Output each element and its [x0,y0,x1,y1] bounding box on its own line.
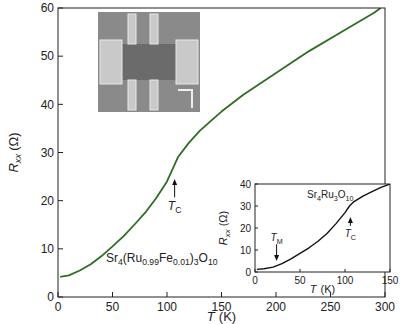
formula-part: (Ru [123,251,142,265]
subscript: 0.99 [142,257,159,267]
x-axis-label: T(K) [310,283,335,295]
y-tick-label: 10 [41,242,55,256]
y-tick [58,104,63,105]
y-tick-label: 0 [245,267,251,278]
x-tick-label: 100 [157,300,177,314]
y-axis-label-sub: xx [223,228,232,238]
x-axis-label-unit: (K) [219,309,236,324]
figure: 0501001502002503000102030405060T(K)Rxx(Ω… [0,0,400,324]
annotation-arrow [172,179,177,197]
y-tick-label: 30 [240,201,252,212]
main-chart: 0501001502002503000102030405060T(K)Rxx(Ω… [6,1,395,324]
subscript: 0.01 [173,257,190,267]
y-axis-label-unit: (Ω) [6,132,21,150]
y-tick-label: 30 [41,146,55,160]
subscript: 10 [346,194,354,203]
y-tick [58,56,63,57]
y-tick [58,200,63,201]
x-tick-label: 100 [337,275,354,286]
annotation-sub: C [351,233,356,242]
photo-pad [100,40,122,84]
annotation-arrow [274,244,279,261]
x-tick-label: 300 [375,300,395,314]
compound-label: Sr4Ru3O10 [307,189,354,203]
y-axis-label-sub: xx [13,154,23,165]
y-tick-label: 10 [240,245,252,256]
annotation-arrow [348,217,353,226]
y-tick-label: 50 [41,49,55,63]
photo-bg [98,12,200,112]
sem-image [98,12,200,112]
plot-frame [255,184,390,272]
photo-pad [128,80,136,110]
x-tick-label: 150 [382,275,399,286]
subscript: 10 [208,257,218,267]
y-tick-label: 60 [41,1,55,15]
annotation-label: TC [345,228,356,242]
x-tick [276,292,277,297]
y-tick-label: 40 [240,179,252,190]
arrow-head [274,255,279,261]
y-axis-label-var: R [6,163,21,172]
annotation-sub: M [277,237,283,246]
photo-pad [150,80,158,110]
x-tick-label: 50 [106,300,120,314]
y-axis-label-unit: (Ω) [217,211,229,227]
annotation-label: TM [271,232,283,246]
x-tick-label: 250 [320,300,340,314]
arrow-shaft [174,183,175,197]
annotation-label: TC [168,199,182,215]
x-tick [167,292,168,297]
arrow-head [348,217,353,223]
x-axis-label-unit: (K) [321,283,336,295]
formula-part: Sr [106,251,118,265]
x-axis-label-var: T [310,283,318,295]
photo-scalebar [178,90,192,108]
y-tick-label: 40 [41,98,55,112]
compound-label: Sr4(Ru0.99Fe0.01)3O10 [106,251,218,267]
annotation-sub: C [175,205,181,215]
arrow-head [172,179,177,185]
inset-bg [255,184,390,272]
formula-part: Ru [321,189,334,200]
formula-part: O [199,251,208,265]
x-tick-label: 50 [294,275,306,286]
x-tick-label: 0 [55,300,62,314]
y-tick-label: 0 [47,290,54,304]
y-tick-label: 20 [41,194,55,208]
plot-area [257,184,390,269]
y-tick [58,152,63,153]
y-axis-label: Rxx(Ω) [217,211,232,245]
photo-pad [128,14,136,44]
x-tick-label: 200 [266,300,286,314]
photo-pad [150,14,158,44]
photo-sample [118,44,180,80]
y-tick [58,248,63,249]
y-axis-label: Rxx (Ω) [6,132,23,172]
photo-pad [176,40,198,84]
formula-part: Fe [159,251,173,265]
x-axis-label: T(K) [207,309,236,324]
x-tick [112,292,113,297]
y-axis-label-var: R [217,237,229,245]
x-tick-label: 0 [252,275,258,286]
y-tick-label: 20 [240,223,252,234]
data-line [257,184,390,269]
x-tick [221,292,222,297]
inset-chart: 050100150010203040T(K)Rxx(Ω)TMTCSr4Ru3O1… [217,179,399,296]
x-axis-label-var: T [207,309,216,324]
